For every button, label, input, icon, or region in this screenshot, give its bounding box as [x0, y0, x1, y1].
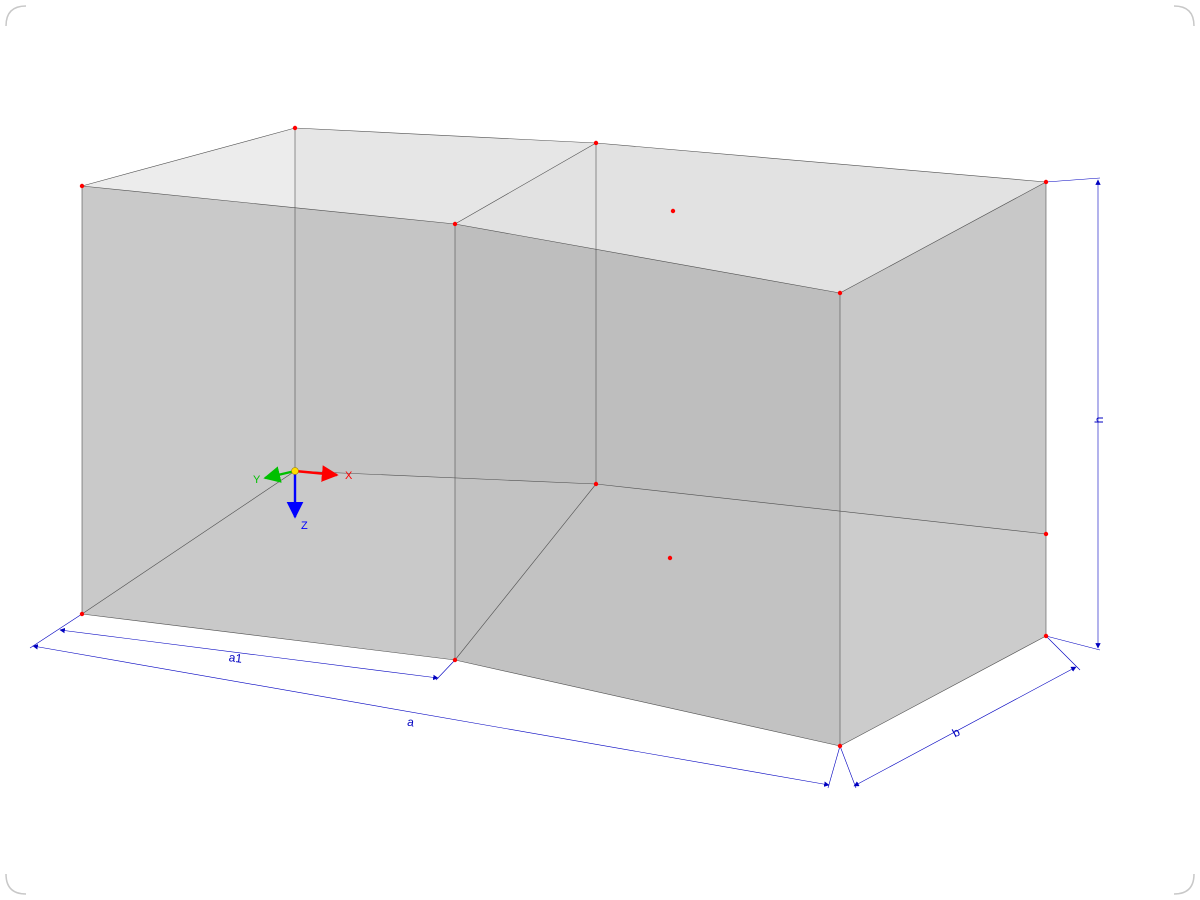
axis-label-y: Y: [253, 474, 261, 486]
viewport-3d[interactable]: a1 a b h X Y Z: [0, 0, 1200, 900]
axis-label-z: Z: [301, 520, 308, 532]
diagram-canvas[interactable]: a1 a b h X Y Z: [0, 0, 1200, 900]
axis-label-x: X: [345, 470, 353, 482]
origin-dot: [292, 468, 299, 475]
dimension-label-h: h: [1092, 417, 1106, 424]
solid-faces: [82, 128, 1046, 746]
dimension-label-a: a: [406, 715, 415, 730]
dimension-label-a1: a1: [228, 650, 243, 666]
dimension-label-b: b: [950, 725, 963, 741]
